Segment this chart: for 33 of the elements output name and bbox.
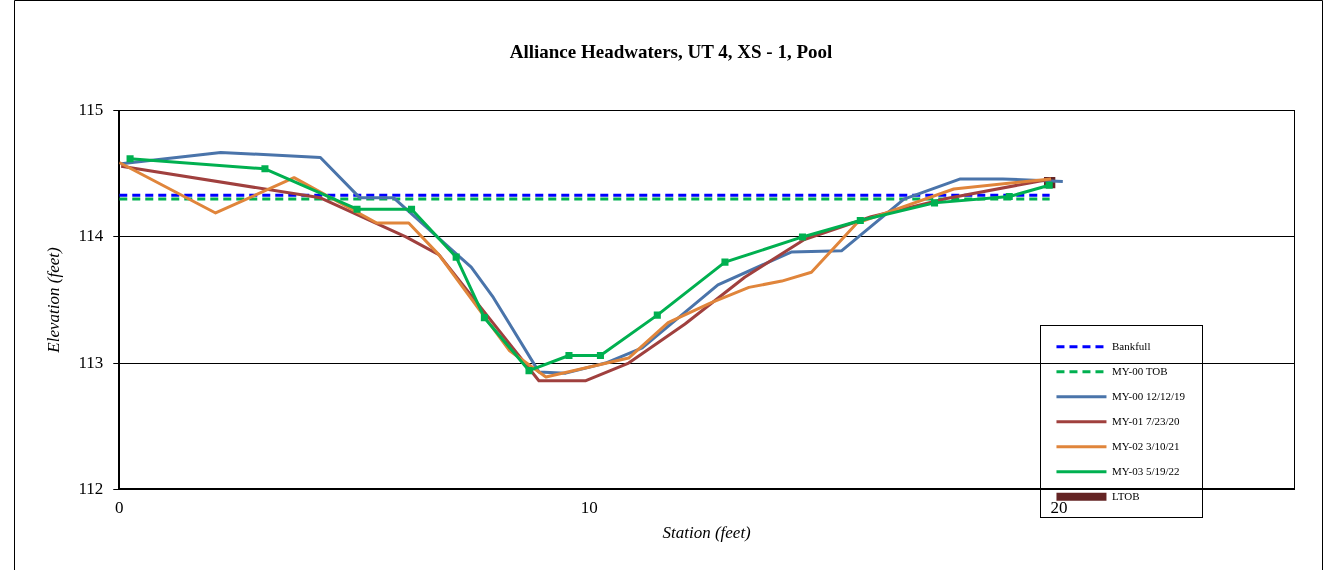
legend-label: MY-03 5/19/22 [1111, 464, 1180, 477]
x-axis-title: Station (feet) [662, 523, 752, 543]
point [261, 165, 269, 173]
y-tick-label: 115 [78, 100, 104, 120]
legend-label: MY-00 TOB [1111, 364, 1168, 377]
y-tick-label: 114 [78, 226, 104, 246]
point [1045, 181, 1053, 189]
legend-label: MY-02 3/10/21 [1111, 439, 1180, 452]
point [480, 314, 488, 322]
point [452, 253, 460, 261]
point [1005, 193, 1013, 201]
legend-label: MY-01 7/23/20 [1111, 414, 1180, 427]
point [721, 258, 729, 266]
x-tick-label: 0 [115, 497, 124, 517]
point [653, 311, 661, 319]
point [931, 199, 939, 207]
point [525, 367, 533, 375]
y-axis-title: Elevation (feet) [43, 247, 63, 354]
x-tick-label: 10 [580, 497, 598, 517]
point [856, 217, 864, 225]
legend-label: Bankfull [1111, 339, 1151, 352]
x-tick-label: 20 [1050, 497, 1068, 517]
legend-label: MY-00 12/12/19 [1111, 389, 1186, 402]
point [565, 351, 573, 360]
legend-label: LTOB [1111, 489, 1140, 502]
y-tick-label: 113 [78, 352, 104, 372]
point [408, 205, 416, 213]
chart-title: Alliance Headwaters, UT 4, XS - 1, Pool [509, 41, 833, 63]
point [126, 155, 134, 163]
point [798, 233, 807, 241]
point [353, 205, 361, 213]
y-tick-label: 112 [78, 478, 104, 498]
point [596, 351, 604, 360]
